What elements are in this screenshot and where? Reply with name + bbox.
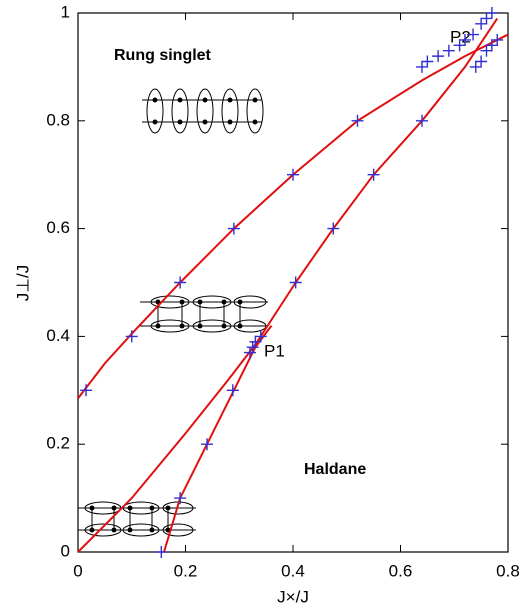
x-axis-label: J×/J [277, 587, 309, 606]
point [459, 33, 471, 46]
point [453, 39, 466, 52]
point [469, 60, 482, 73]
point [442, 44, 455, 57]
point [155, 546, 168, 558]
point [287, 168, 299, 181]
y-tick-label: 0 [61, 541, 70, 560]
point [244, 346, 256, 359]
x-tick-label: 0 [73, 561, 82, 580]
point [416, 114, 428, 127]
point [491, 33, 504, 46]
point [485, 7, 498, 19]
point [327, 222, 340, 235]
boundary-line [77, 17, 499, 553]
point [480, 12, 493, 25]
point [246, 341, 259, 354]
rung-singlet-icon [142, 88, 264, 134]
x-tick-label: 0.8 [496, 561, 520, 580]
point [174, 492, 187, 505]
point [480, 44, 493, 57]
point [227, 222, 240, 235]
point [416, 60, 428, 73]
y-tick-label: 0.2 [46, 434, 70, 453]
point [485, 39, 498, 52]
point [254, 330, 267, 343]
point [174, 276, 187, 289]
point [289, 276, 302, 289]
point [467, 28, 480, 41]
haldane-icon [78, 501, 196, 537]
point [421, 55, 434, 68]
point [125, 330, 138, 343]
y-axis-label: J⊥/J [13, 265, 32, 302]
point [475, 17, 488, 30]
y-tick-label: 0.8 [46, 110, 70, 129]
point [249, 335, 262, 348]
y-tick-label: 1 [61, 2, 70, 21]
x-tick-label: 0.4 [281, 561, 305, 580]
y-tick-label: 0.4 [46, 326, 70, 345]
intermediate-icon [140, 295, 268, 333]
annotation: P1 [264, 341, 285, 360]
point [367, 168, 380, 181]
annotation: Haldane [304, 461, 366, 478]
boundary-line [163, 325, 273, 553]
y-tick-label: 0.6 [46, 218, 70, 237]
point [432, 50, 445, 63]
point [201, 438, 213, 451]
x-tick-label: 0.6 [389, 561, 413, 580]
point [475, 55, 488, 68]
x-tick-label: 0.2 [174, 561, 198, 580]
point [80, 384, 93, 397]
point [226, 384, 239, 397]
annotation: P2 [450, 27, 471, 46]
point [351, 114, 364, 127]
annotation: Rung singlet [114, 47, 212, 64]
boundary-line [77, 33, 509, 399]
